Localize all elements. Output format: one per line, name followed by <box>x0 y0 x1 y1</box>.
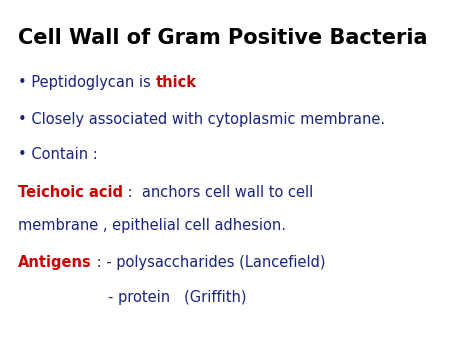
Text: • Closely associated with cytoplasmic membrane.: • Closely associated with cytoplasmic me… <box>18 112 385 127</box>
Text: Antigens: Antigens <box>18 255 92 270</box>
Text: Teichoic acid: Teichoic acid <box>18 185 123 200</box>
Text: - protein   (Griffith): - protein (Griffith) <box>108 290 246 305</box>
Text: Cell Wall of Gram Positive Bacteria: Cell Wall of Gram Positive Bacteria <box>18 28 428 48</box>
Text: • Peptidoglycan is: • Peptidoglycan is <box>18 75 155 90</box>
Text: • Contain :: • Contain : <box>18 147 98 162</box>
Text: membrane , epithelial cell adhesion.: membrane , epithelial cell adhesion. <box>18 218 286 233</box>
Text: :  anchors cell wall to cell: : anchors cell wall to cell <box>123 185 313 200</box>
Text: thick: thick <box>155 75 196 90</box>
Text: : - polysaccharides (Lancefield): : - polysaccharides (Lancefield) <box>92 255 325 270</box>
